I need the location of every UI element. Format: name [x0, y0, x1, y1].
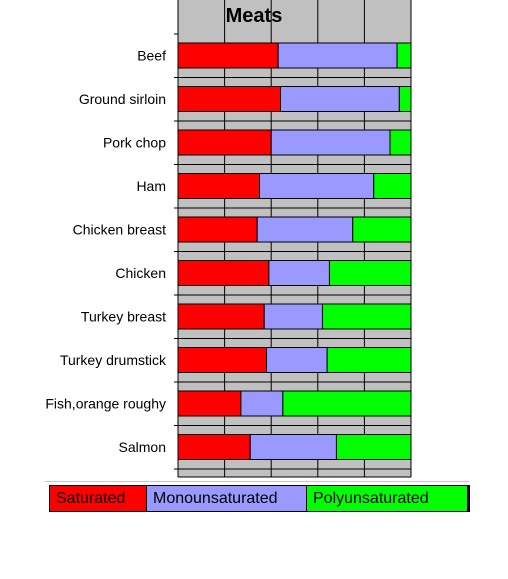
legend-item-monounsaturated: Monounsaturated — [147, 486, 307, 511]
bar-segment-saturated — [177, 86, 282, 112]
bar-segment-saturated — [177, 390, 242, 417]
bar-segment-monounsaturated — [256, 216, 354, 243]
bar-segment-polyunsaturated — [373, 173, 412, 199]
legend-label-polyunsaturated: Polyunsaturated — [313, 489, 429, 507]
legend-separator — [45, 481, 469, 482]
bar-segment-monounsaturated — [240, 390, 284, 417]
legend-item-saturated: Saturated — [50, 486, 147, 511]
legend-item-polyunsaturated: Polyunsaturated — [307, 486, 469, 511]
bar-segment-monounsaturated — [277, 42, 398, 69]
category-label: Chicken breast — [73, 222, 166, 238]
bar-segment-monounsaturated — [268, 260, 330, 286]
bar-segment-polyunsaturated — [396, 42, 412, 69]
bar-segment-saturated — [177, 42, 279, 69]
bar-segment-polyunsaturated — [389, 129, 412, 156]
legend: Saturated Monounsaturated Polyunsaturate… — [49, 485, 470, 512]
bar-segment-monounsaturated — [259, 173, 375, 199]
category-label: Pork chop — [103, 135, 166, 151]
chart-title: Meats — [226, 5, 283, 27]
bar-segment-polyunsaturated — [335, 434, 412, 460]
category-labels: Beef Ground sirloin Pork chop Ham Chicken br… — [45, 48, 167, 456]
legend-label-monounsaturated: Monounsaturated — [153, 489, 278, 507]
bar-segment-polyunsaturated — [398, 86, 412, 112]
category-label: Turkey breast — [81, 309, 166, 325]
bar-segment-polyunsaturated — [326, 347, 412, 373]
category-label: Salmon — [119, 439, 166, 455]
bar-segment-polyunsaturated — [328, 260, 412, 286]
bar-segment-saturated — [177, 434, 251, 460]
bar-segment-polyunsaturated — [282, 390, 412, 417]
bar-segment-monounsaturated — [270, 129, 391, 156]
bar-segment-saturated — [177, 303, 265, 330]
bar-segment-monounsaturated — [266, 347, 328, 373]
category-label: Ham — [136, 178, 166, 194]
bar-segment-monounsaturated — [249, 434, 337, 460]
bar-segment-saturated — [177, 347, 268, 373]
bar-segment-saturated — [177, 216, 258, 243]
category-label: Beef — [137, 48, 166, 64]
legend-label-saturated: Saturated — [56, 489, 126, 507]
bar-segment-polyunsaturated — [321, 303, 412, 330]
bar-segments — [177, 42, 412, 460]
bar-segment-saturated — [177, 129, 272, 156]
category-label: Chicken — [115, 265, 166, 281]
bar-segment-monounsaturated — [280, 86, 400, 112]
bar-segment-saturated — [177, 260, 270, 286]
category-label: Turkey drumstick — [60, 352, 167, 368]
bar-segment-saturated — [177, 173, 261, 199]
band-gridlines — [178, 77, 411, 470]
category-label: Ground sirloin — [79, 91, 166, 107]
bar-segment-monounsaturated — [263, 303, 323, 330]
category-label: Fish,orange roughy — [45, 396, 166, 412]
y-axis-ticks — [174, 33, 178, 470]
bar-segment-polyunsaturated — [352, 216, 412, 243]
